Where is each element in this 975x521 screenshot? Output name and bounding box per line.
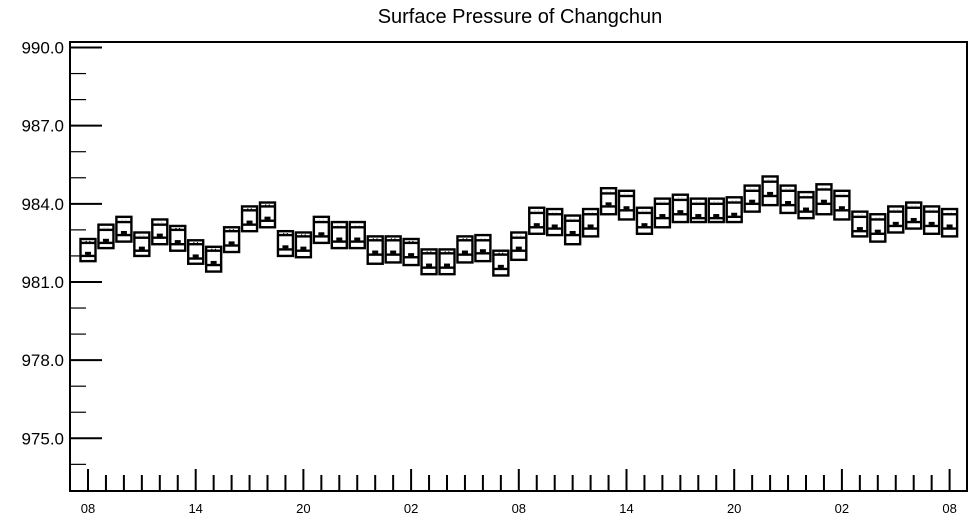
box-outer <box>97 223 115 250</box>
box <box>348 220 366 250</box>
box <box>510 231 528 262</box>
box <box>761 175 779 207</box>
box-outer <box>312 215 331 245</box>
box <box>276 229 295 258</box>
box <box>563 214 582 246</box>
box <box>546 207 564 237</box>
x-tick-label: 14 <box>188 501 202 516</box>
box <box>366 235 384 265</box>
y-tick-label: 984.0 <box>21 195 64 214</box>
box <box>402 237 420 267</box>
box <box>725 196 743 224</box>
box <box>115 215 133 243</box>
box <box>653 197 672 229</box>
box-outer <box>528 206 546 235</box>
box-outer <box>851 210 869 238</box>
box-outer <box>456 235 474 264</box>
x-axis: 08 14 20 02 08 14 20 02 08 <box>81 469 957 516</box>
box <box>528 206 546 235</box>
box-outer <box>833 189 851 221</box>
x-tick-label: 14 <box>619 501 633 516</box>
chart-title: Surface Pressure of Changchun <box>378 6 663 28</box>
x-tick-label: 08 <box>942 501 956 516</box>
box-outer <box>115 215 133 243</box>
box <box>186 239 205 265</box>
box <box>869 213 887 243</box>
box <box>940 207 959 238</box>
box <box>707 197 725 224</box>
box <box>169 224 187 252</box>
x-tick-label: 20 <box>727 501 741 516</box>
box <box>617 189 636 221</box>
x-tick-label: 02 <box>835 501 849 516</box>
box-outer <box>815 183 833 216</box>
box-outer <box>599 186 618 216</box>
box <box>240 205 259 233</box>
plot-frame <box>69 41 968 492</box>
box-series <box>79 175 959 277</box>
box-outer <box>546 207 564 237</box>
box <box>905 201 923 230</box>
box <box>797 190 815 220</box>
box-outer <box>905 201 923 230</box>
box <box>330 220 348 250</box>
box <box>474 233 492 263</box>
box-outer <box>797 190 815 220</box>
box <box>815 183 833 216</box>
box-outer <box>725 196 743 224</box>
box-outer <box>330 220 348 250</box>
y-axis: 990.0 987.0 984.0 981.0 978.0 975.0 <box>21 39 102 465</box>
x-tick-label: 08 <box>512 501 526 516</box>
box <box>294 231 313 259</box>
box-outer <box>617 189 636 221</box>
y-tick-label: 975.0 <box>21 429 64 448</box>
x-tick-label: 08 <box>81 501 95 516</box>
box <box>833 189 851 221</box>
box <box>887 205 905 234</box>
box <box>133 231 151 258</box>
box-outer <box>653 197 672 229</box>
box <box>312 215 331 245</box>
box <box>779 184 797 215</box>
box-outer <box>384 235 402 264</box>
box <box>204 245 223 273</box>
box <box>438 248 456 276</box>
box-outer <box>635 206 654 235</box>
box <box>420 248 438 276</box>
box <box>222 226 241 254</box>
x-tick-label: 02 <box>404 501 418 516</box>
box <box>671 193 690 224</box>
box-outer <box>474 233 492 263</box>
box-outer <box>563 214 582 246</box>
box <box>258 201 277 229</box>
box <box>599 186 618 216</box>
y-tick-label: 981.0 <box>21 273 64 292</box>
box <box>79 237 97 263</box>
x-tick-label: 20 <box>296 501 310 516</box>
box <box>743 184 761 213</box>
box-outer <box>510 231 528 262</box>
box-outer <box>133 231 151 258</box>
y-tick-label: 978.0 <box>21 351 64 370</box>
box <box>492 249 510 277</box>
box <box>689 197 707 224</box>
box-outer <box>151 218 169 246</box>
box <box>456 235 474 264</box>
box <box>851 210 869 238</box>
y-tick-label: 987.0 <box>21 117 64 136</box>
box <box>97 223 115 250</box>
box-outer <box>366 235 384 265</box>
box <box>922 205 941 235</box>
box-outer <box>348 220 366 250</box>
box-outer <box>887 205 905 234</box>
box <box>581 207 600 238</box>
box <box>635 206 654 235</box>
box-outer <box>743 184 761 213</box>
box <box>384 235 402 264</box>
y-tick-label: 990.0 <box>21 39 64 58</box>
box-outer <box>402 237 420 267</box>
box <box>151 218 169 246</box>
box-outer <box>761 175 779 207</box>
